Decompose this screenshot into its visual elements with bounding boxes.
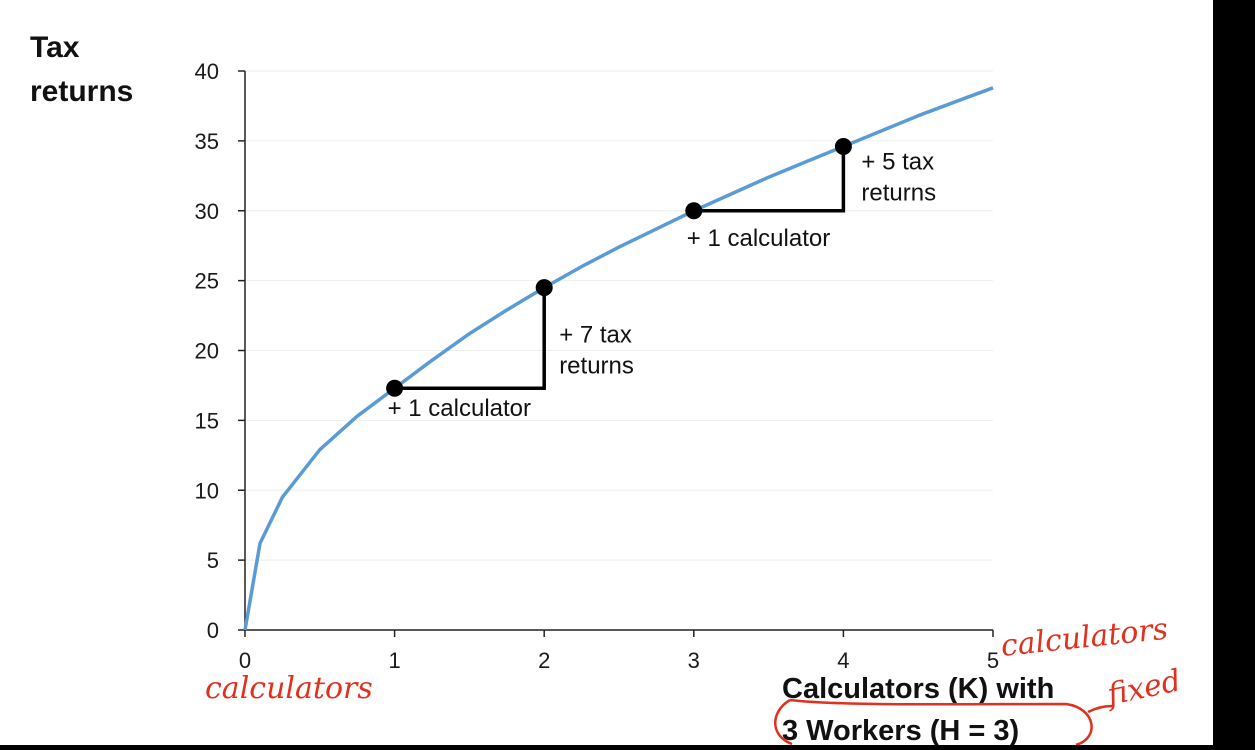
y-tick-labels: 0 5 10 15 20 25 30 35 40 (195, 59, 219, 643)
data-point (685, 202, 703, 220)
step-triangle (693, 146, 846, 213)
x-tick-label: 0 (239, 648, 251, 673)
x-tick-label: 4 (837, 648, 849, 673)
y-tick-label: 35 (195, 129, 219, 154)
y-tick-label: 40 (195, 59, 219, 84)
highlight-points (386, 137, 852, 397)
x-tick-label: 2 (538, 648, 550, 673)
handwritten-note-calculators-origin: calculators (205, 671, 373, 706)
y-tick-label: 5 (207, 548, 219, 573)
axes (238, 70, 994, 637)
step-triangle (394, 287, 546, 390)
x-axis-label: Calculators (K) with 3 Workers (H = 3) (782, 673, 1062, 745)
x-tick-labels: 0 1 2 3 4 5 (239, 648, 999, 673)
annotation-label: + 7 tax returns (559, 322, 634, 380)
x-tick-label: 1 (388, 648, 400, 673)
handwritten-note-calculators-end: calculators (999, 612, 1169, 664)
data-point (535, 279, 553, 297)
y-tick-label: 10 (195, 478, 219, 503)
x-tick-label: 3 (688, 648, 700, 673)
y-tick-label: 20 (195, 339, 219, 364)
annotation-label: + 1 calculator (687, 225, 830, 252)
x-tick-label: 5 (987, 648, 999, 673)
series-line (243, 86, 994, 631)
data-point (386, 379, 404, 397)
annotations: + 1 calculator + 7 tax returns + 1 calculat… (388, 148, 937, 422)
handwritten-note-fixed: fixed (1102, 663, 1184, 713)
data-point (834, 137, 852, 155)
y-tick-label: 0 (207, 618, 219, 643)
handwritten-circle (774, 698, 1093, 745)
y-axis-label: Tax returns (30, 31, 133, 108)
y-tick-label: 25 (195, 269, 219, 294)
step-triangles (394, 146, 846, 390)
y-tick-label: 15 (195, 408, 219, 433)
gridlines (245, 70, 993, 561)
annotation-label: + 1 calculator (388, 395, 531, 422)
handwritten-dash (1087, 704, 1113, 714)
y-tick-label: 30 (195, 199, 219, 224)
annotation-label: + 5 tax returns (861, 148, 936, 206)
